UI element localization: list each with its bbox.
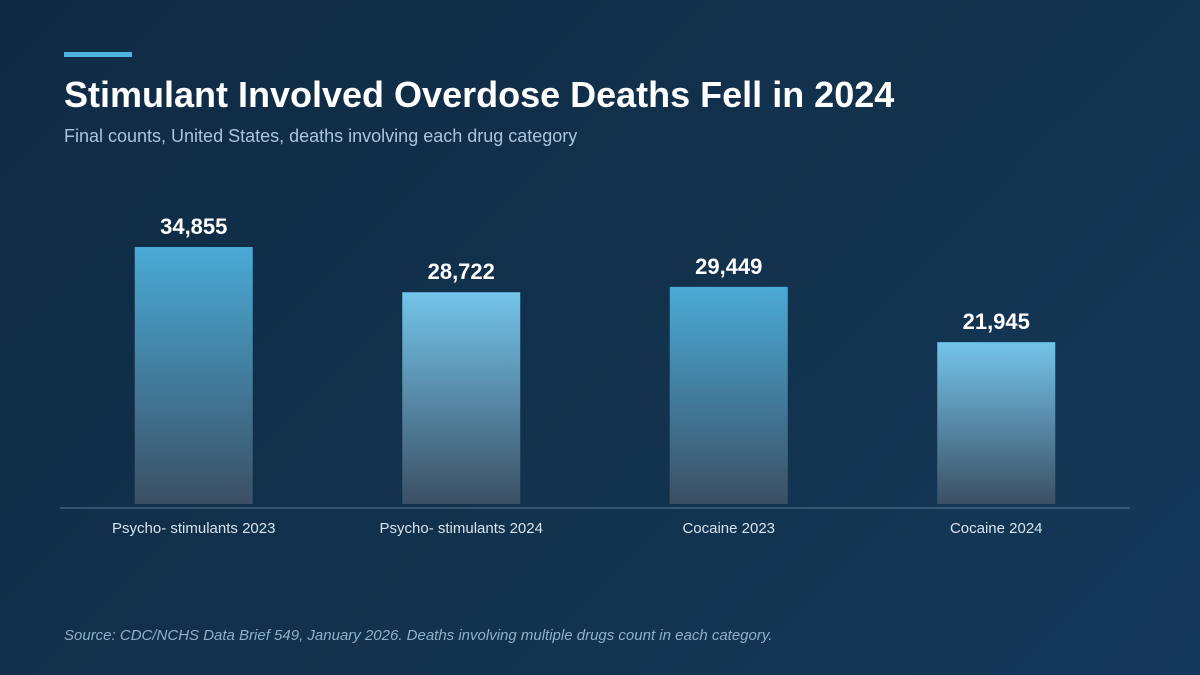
category-tick-label: Cocaine 2024 xyxy=(950,520,1043,537)
value-label: 28,722 xyxy=(428,259,495,284)
value-label: 21,945 xyxy=(963,309,1030,334)
bar xyxy=(134,247,253,504)
value-label: 29,449 xyxy=(695,254,762,279)
bar xyxy=(937,342,1056,504)
category-tick-label: Psycho- stimulants 2024 xyxy=(380,520,543,537)
source-note: Source: CDC/NCHS Data Brief 549, January… xyxy=(64,627,773,644)
title-accent-bar xyxy=(64,52,132,57)
chart-subtitle: Final counts, United States, deaths invo… xyxy=(64,126,578,146)
chart-title: Stimulant Involved Overdose Deaths Fell … xyxy=(64,74,895,115)
category-tick-label: Cocaine 2023 xyxy=(682,520,775,537)
bar xyxy=(402,292,521,504)
category-tick-label: Psycho- stimulants 2023 xyxy=(112,520,275,537)
value-label: 34,855 xyxy=(160,214,227,239)
bar xyxy=(669,286,788,504)
